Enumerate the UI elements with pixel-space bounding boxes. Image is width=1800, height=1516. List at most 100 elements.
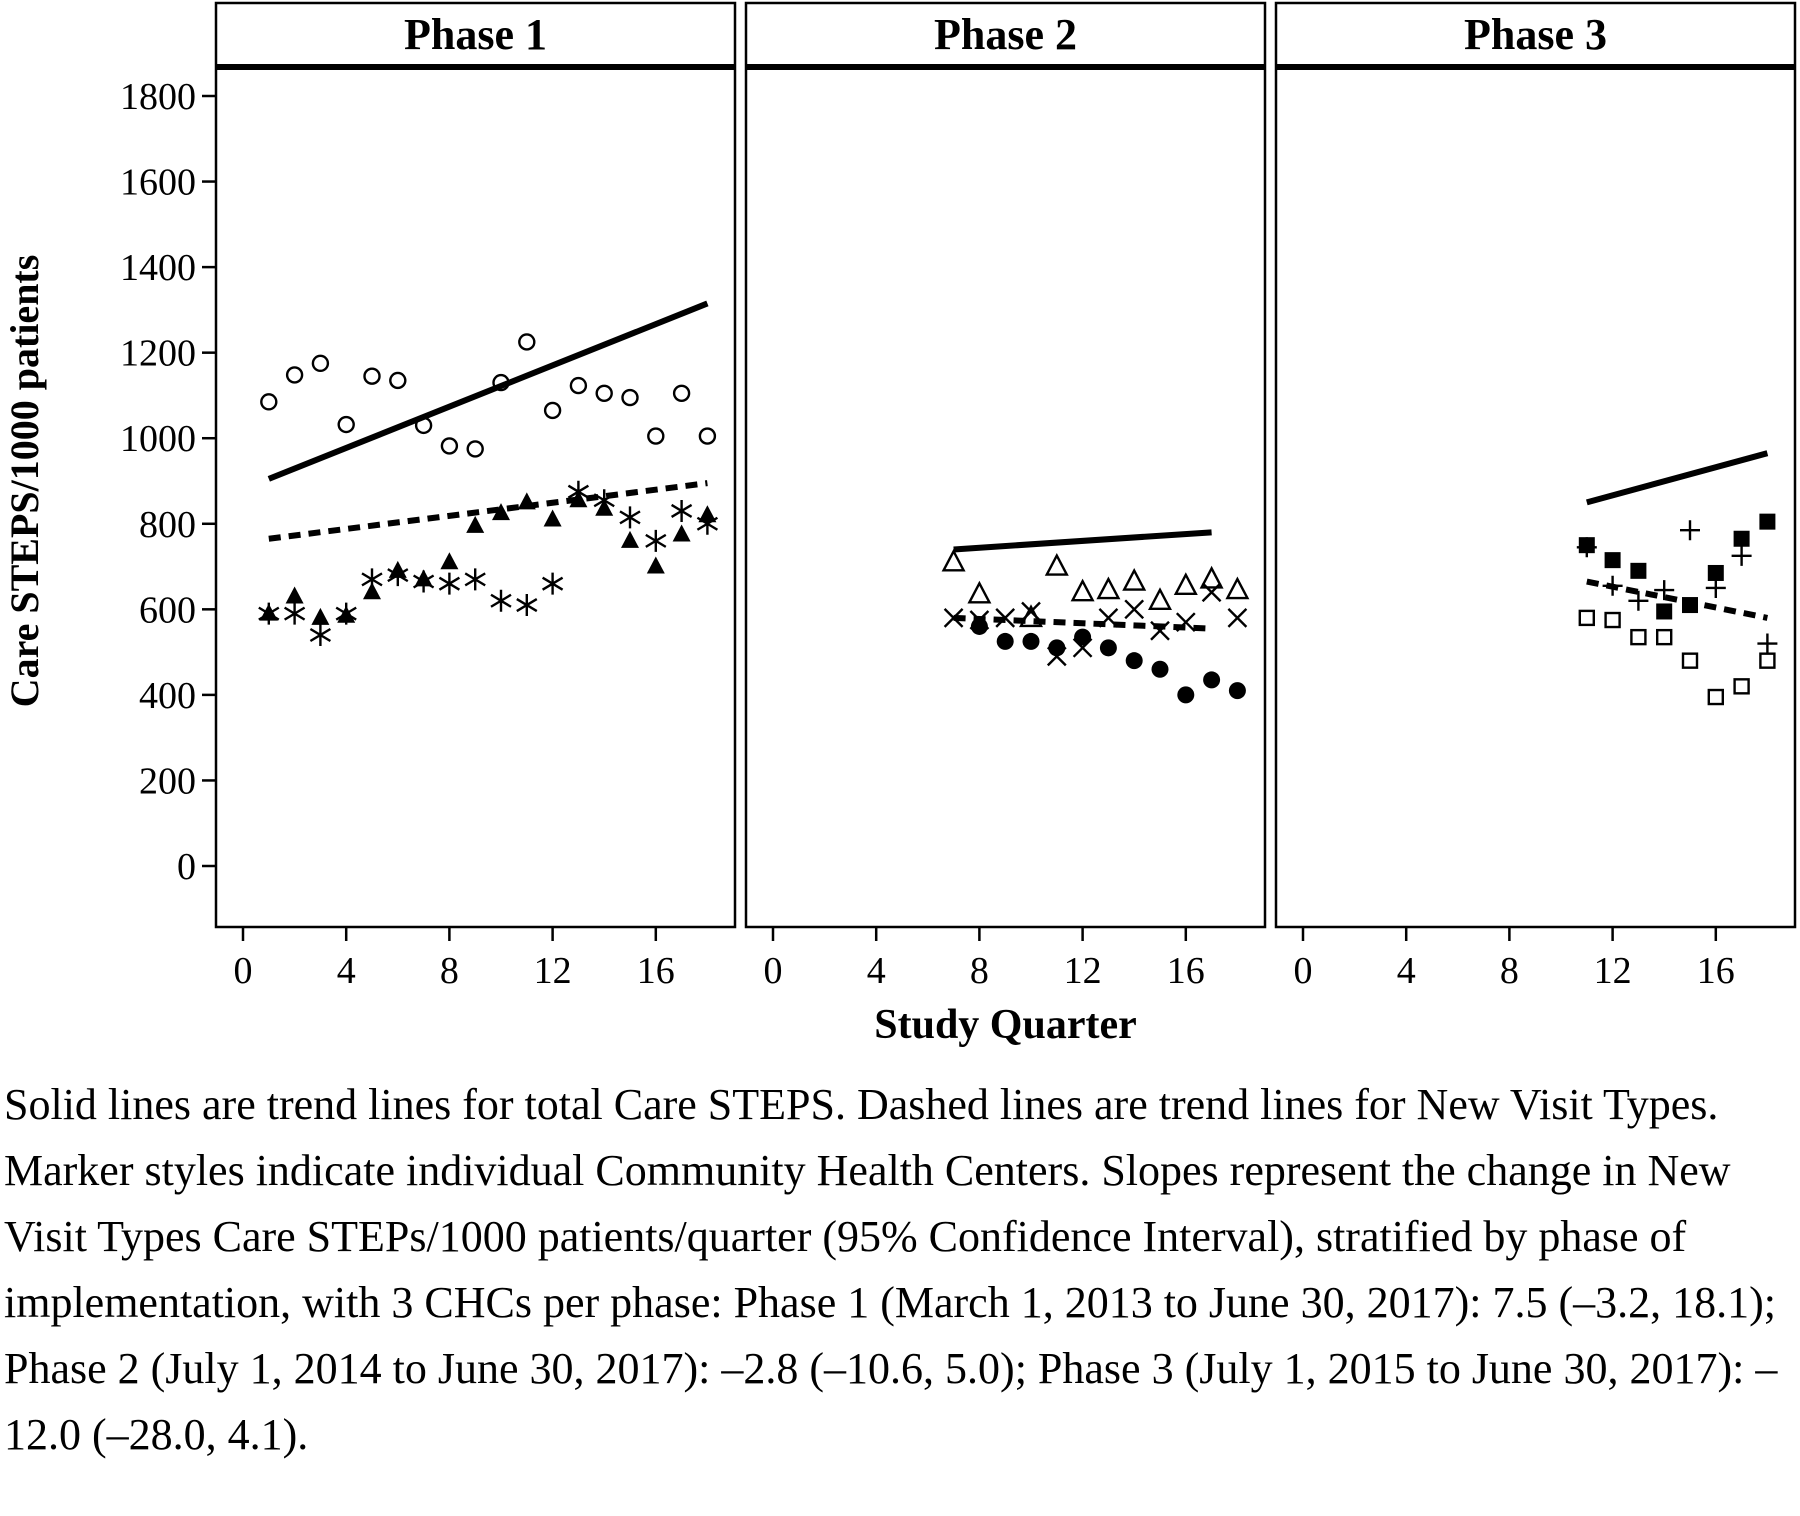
open-circle-marker	[518, 333, 536, 351]
plus-marker	[1757, 633, 1778, 654]
trend-line-total	[267, 300, 709, 482]
x-tick-label: 16	[637, 950, 675, 992]
filled-circle-marker	[1099, 639, 1117, 657]
plus-marker	[1576, 537, 1597, 558]
x-marker	[1201, 582, 1222, 603]
x-tick-label: 0	[764, 950, 783, 992]
x-tick-label: 12	[1064, 950, 1102, 992]
y-tick-label: 0	[177, 846, 196, 888]
panel-frame	[744, 1, 1267, 929]
asterisk-marker	[309, 624, 332, 646]
open-circle-marker	[647, 427, 665, 445]
x-marker	[1227, 608, 1248, 628]
asterisk-marker	[567, 480, 590, 503]
y-tick-label: 200	[139, 760, 196, 802]
filled-circle-marker	[970, 617, 988, 635]
asterisk-marker	[516, 594, 538, 617]
series-asterisk	[258, 480, 719, 646]
open-triangle-marker	[1122, 567, 1147, 591]
asterisk-marker	[670, 499, 693, 522]
panel-title: Phase 2	[934, 10, 1077, 59]
y-tick-label: 1200	[120, 333, 196, 375]
panel-title: Phase 1	[404, 10, 547, 59]
x-tick-label: 8	[1500, 950, 1519, 992]
x-axis-label: Study Quarter	[874, 1002, 1137, 1048]
x-marker	[1124, 599, 1145, 620]
asterisk-marker	[438, 572, 461, 595]
figure-caption: Solid lines are trend lines for total Ca…	[4, 1080, 1778, 1459]
trend-line-new-visit-types	[953, 614, 1212, 632]
filled-triangle-marker	[285, 586, 304, 604]
open-circle-marker	[595, 384, 613, 403]
asterisk-marker	[387, 564, 409, 587]
x-tick-label: 4	[1397, 950, 1416, 992]
open-circle-marker	[466, 440, 484, 458]
trend-line-total	[953, 529, 1212, 553]
series-open-square	[1578, 609, 1776, 706]
open-triangle-marker	[1096, 576, 1121, 600]
x-tick-label: 16	[1697, 950, 1735, 992]
series-plus	[1576, 520, 1778, 654]
plus-marker	[1731, 545, 1752, 566]
asterisk-marker	[464, 568, 486, 591]
filled-circle-marker	[1228, 682, 1246, 700]
series-open-triangle	[941, 548, 1250, 628]
trend-line-new-visit-types	[268, 480, 708, 542]
panel-title: Phase 3	[1464, 10, 1607, 59]
x-tick-label: 0	[1294, 950, 1313, 992]
open-triangle-marker	[967, 580, 992, 604]
open-triangle-marker	[1199, 565, 1224, 589]
x-marker	[1021, 601, 1041, 622]
x-tick-label: 8	[440, 950, 459, 992]
filled-triangle-marker	[621, 530, 639, 548]
filled-circle-marker	[1151, 660, 1169, 678]
open-triangle-marker	[1044, 552, 1069, 576]
open-circle-marker	[285, 366, 304, 384]
filled-square-marker	[1759, 513, 1776, 530]
open-circle-marker	[260, 393, 278, 411]
y-tick-label: 800	[139, 504, 196, 546]
panel-frame	[214, 1, 737, 929]
x-tick-label: 8	[970, 950, 989, 992]
filled-square-marker	[1604, 552, 1621, 569]
y-tick-label: 600	[139, 589, 196, 631]
open-circle-marker	[363, 367, 381, 385]
trend-line-new-visit-types	[1586, 578, 1768, 621]
open-circle-marker	[337, 415, 355, 434]
filled-circle-marker	[996, 632, 1014, 650]
plus-marker	[1628, 590, 1649, 611]
open-square-marker	[1604, 611, 1621, 629]
panel-phase-3: Phase 3 0 4 8 12 16	[1274, 1, 1797, 992]
filled-circle-marker	[1022, 632, 1040, 650]
open-circle-marker	[621, 388, 639, 407]
asterisk-marker	[283, 602, 306, 625]
y-axis-label: Care STEPS/1000 patients	[2, 255, 47, 708]
open-triangle-marker	[1070, 578, 1095, 602]
open-circle-marker	[440, 437, 459, 455]
filled-triangle-marker	[466, 515, 485, 533]
filled-circle-marker	[1125, 652, 1143, 670]
open-circle-marker	[543, 401, 562, 420]
x-tick-label: 0	[234, 950, 253, 992]
asterisk-marker	[258, 602, 280, 625]
open-square-marker	[1733, 678, 1750, 695]
asterisk-marker	[335, 602, 357, 625]
filled-square-marker	[1733, 530, 1750, 547]
plus-marker	[1680, 520, 1700, 541]
y-tick-label: 1600	[120, 162, 196, 204]
filled-triangle-marker	[311, 607, 330, 625]
filled-circle-marker	[1177, 686, 1195, 704]
open-triangle-marker	[1148, 587, 1172, 610]
filled-triangle-marker	[363, 582, 381, 600]
filled-square-marker	[1707, 564, 1724, 581]
filled-triangle-marker	[492, 503, 510, 521]
asterisk-marker	[412, 570, 435, 593]
filled-square-marker	[1656, 603, 1673, 620]
asterisk-marker	[696, 512, 719, 535]
panel-frame	[1274, 1, 1797, 929]
plus-marker	[1654, 580, 1675, 601]
x-tick-label: 4	[867, 950, 886, 992]
open-circle-marker	[672, 384, 691, 403]
series-filled-circle	[970, 617, 1246, 704]
open-square-marker	[1707, 688, 1725, 706]
